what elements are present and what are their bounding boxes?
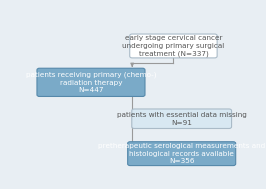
- FancyBboxPatch shape: [37, 68, 145, 96]
- Text: patients with essential data missing
N=91: patients with essential data missing N=9…: [117, 112, 247, 126]
- Text: early stage cervical cancer
undergoing primary surgical
treatment (N=337): early stage cervical cancer undergoing p…: [122, 35, 225, 57]
- Text: patients receiving primary (chemo-)
radiation therapy
N=447: patients receiving primary (chemo-) radi…: [26, 71, 156, 93]
- FancyBboxPatch shape: [128, 142, 236, 166]
- Text: pretherapeutic serological measurements and
histological records available
N=356: pretherapeutic serological measurements …: [98, 143, 265, 164]
- FancyBboxPatch shape: [130, 34, 217, 58]
- FancyBboxPatch shape: [132, 109, 232, 129]
